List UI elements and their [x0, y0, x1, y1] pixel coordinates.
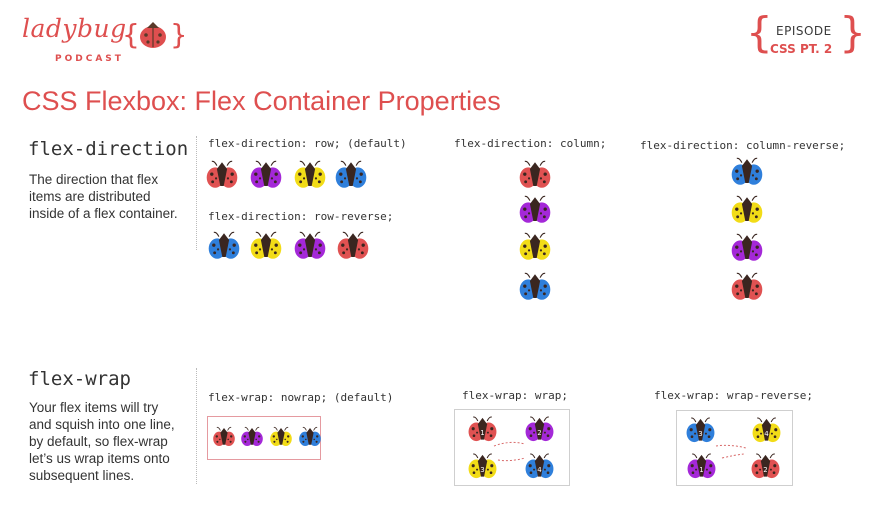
section-title-flex-wrap: flex-wrap: [28, 368, 131, 390]
ladybug-purple-icon: [518, 193, 552, 227]
svg-text:3: 3: [480, 465, 484, 473]
ladybug-yellow-icon: [249, 229, 283, 263]
ladybug-blue-icon: 4: [524, 451, 555, 482]
section-description-flex-wrap: Your flex items will try and squish into…: [29, 400, 175, 483]
svg-text:2: 2: [763, 465, 767, 473]
svg-text:1: 1: [480, 428, 484, 436]
logo-wordmark: ladybug: [22, 14, 127, 43]
svg-text:4: 4: [764, 429, 769, 437]
close-brace-icon: }: [839, 8, 866, 57]
ladybug-red-icon: [205, 158, 239, 192]
example-label-nowrap: flex-wrap: nowrap; (default): [208, 391, 394, 404]
ladybug-yellow-icon: 3: [467, 451, 498, 482]
svg-text:}: }: [170, 18, 184, 51]
ladybug-yellow-icon: [730, 193, 764, 227]
ladybug-purple-icon: [293, 229, 327, 263]
ladybug-blue-icon: [334, 158, 368, 192]
svg-text:4: 4: [537, 465, 542, 473]
logo-subtitle: PODCAST: [55, 54, 124, 64]
example-label-column-reverse: flex-direction: column-reverse;: [640, 139, 846, 152]
ladybug-red-icon: [518, 158, 552, 192]
ladybug-purple-icon: 1: [686, 451, 717, 482]
example-label-wrap-reverse: flex-wrap: wrap-reverse;: [654, 389, 813, 402]
section-divider: [196, 368, 197, 484]
episode-subtitle: CSS PT. 2: [770, 42, 833, 56]
ladybug-purple-icon: [240, 425, 264, 449]
section-divider: [196, 136, 197, 250]
ladybug-blue-icon: [298, 425, 322, 449]
ladybug-blue-icon: [730, 155, 764, 189]
svg-text:{: {: [122, 18, 140, 51]
page-title: CSS Flexbox: Flex Container Properties: [22, 86, 501, 116]
episode-label: EPISODE: [776, 24, 832, 38]
ladybug-yellow-icon: [269, 425, 293, 449]
ladybug-blue-icon: 3: [685, 415, 716, 446]
svg-text:2: 2: [537, 428, 541, 436]
example-label-column: flex-direction: column;: [454, 137, 607, 150]
example-label-wrap: flex-wrap: wrap;: [462, 389, 568, 402]
ladybug-blue-icon: [518, 270, 552, 304]
ladybug-yellow-icon: [293, 158, 327, 192]
ladybug-red-icon: [336, 229, 370, 263]
svg-text:3: 3: [698, 429, 702, 437]
episode-badge: { EPISODE CSS PT. 2 }: [746, 8, 866, 62]
section-description-flex-direction: The direction that flex items are distri…: [29, 172, 178, 221]
wrap-reverse-container: [676, 410, 793, 486]
ladybug-purple-icon: [730, 231, 764, 265]
example-label-row-reverse: flex-direction: row-reverse;: [208, 210, 394, 223]
ladybug-yellow-icon: [518, 230, 552, 264]
ladybug-red-icon: 1: [467, 414, 498, 445]
ladybug-red-icon: 2: [750, 451, 781, 482]
open-brace-icon: {: [746, 8, 773, 57]
section-title-flex-direction: flex-direction: [28, 138, 189, 160]
ladybug-purple-icon: 2: [524, 414, 555, 445]
ladybug-red-icon: [212, 425, 236, 449]
ladybug-yellow-icon: 4: [751, 415, 782, 446]
ladybug-logo-icon: { }: [122, 18, 184, 51]
svg-text:1: 1: [699, 465, 703, 473]
example-label-row: flex-direction: row; (default): [208, 137, 407, 150]
ladybug-purple-icon: [249, 158, 283, 192]
ladybug-podcast-logo: ladybug { } PODCAST: [22, 10, 184, 68]
ladybug-red-icon: [730, 270, 764, 304]
ladybug-blue-icon: [207, 229, 241, 263]
wrap-container: [454, 409, 570, 486]
